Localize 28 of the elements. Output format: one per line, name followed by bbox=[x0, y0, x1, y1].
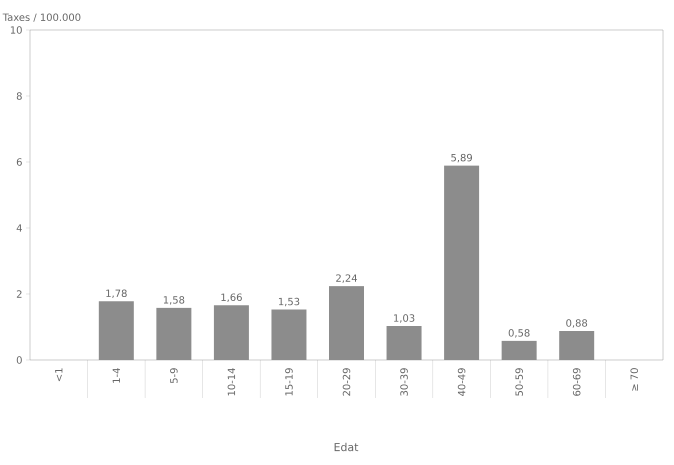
x-tick-label: ≥ 70 bbox=[630, 368, 638, 391]
x-tick-label: 10-14 bbox=[228, 368, 236, 396]
data-label: 1,58 bbox=[164, 296, 184, 305]
data-label: 2,24 bbox=[336, 274, 358, 283]
y-tick-label: 8 bbox=[16, 92, 22, 100]
y-tick-label: 4 bbox=[16, 224, 22, 232]
x-tick-label: 1-4 bbox=[112, 368, 120, 383]
x-axis-title: Edat bbox=[334, 442, 358, 452]
x-tick-label: 50-59 bbox=[515, 368, 523, 396]
y-tick-label: 10 bbox=[10, 26, 22, 34]
x-tick-label: 30-39 bbox=[400, 368, 408, 396]
x-tick-label: 15-19 bbox=[285, 368, 293, 396]
x-tick-label: 40-49 bbox=[458, 368, 466, 396]
data-label: 1,78 bbox=[106, 289, 127, 298]
data-label: 1,03 bbox=[394, 314, 414, 323]
data-label: 1,66 bbox=[221, 293, 242, 302]
data-label: 5,89 bbox=[451, 154, 472, 162]
x-tick-label: 60-69 bbox=[572, 368, 580, 396]
data-label: 0,58 bbox=[508, 329, 530, 338]
x-tick-label: <1 bbox=[55, 368, 62, 382]
x-tick-label: 20-29 bbox=[342, 368, 350, 396]
y-tick-label: 6 bbox=[16, 158, 22, 166]
y-tick-label: 0 bbox=[16, 356, 22, 364]
data-label: 0,88 bbox=[566, 319, 588, 328]
y-axis-title: Taxes / 100.000 bbox=[2, 13, 80, 22]
data-label: 1,53 bbox=[278, 298, 300, 306]
y-tick-label: 2 bbox=[16, 290, 22, 298]
x-tick-label: 5-9 bbox=[170, 368, 178, 384]
